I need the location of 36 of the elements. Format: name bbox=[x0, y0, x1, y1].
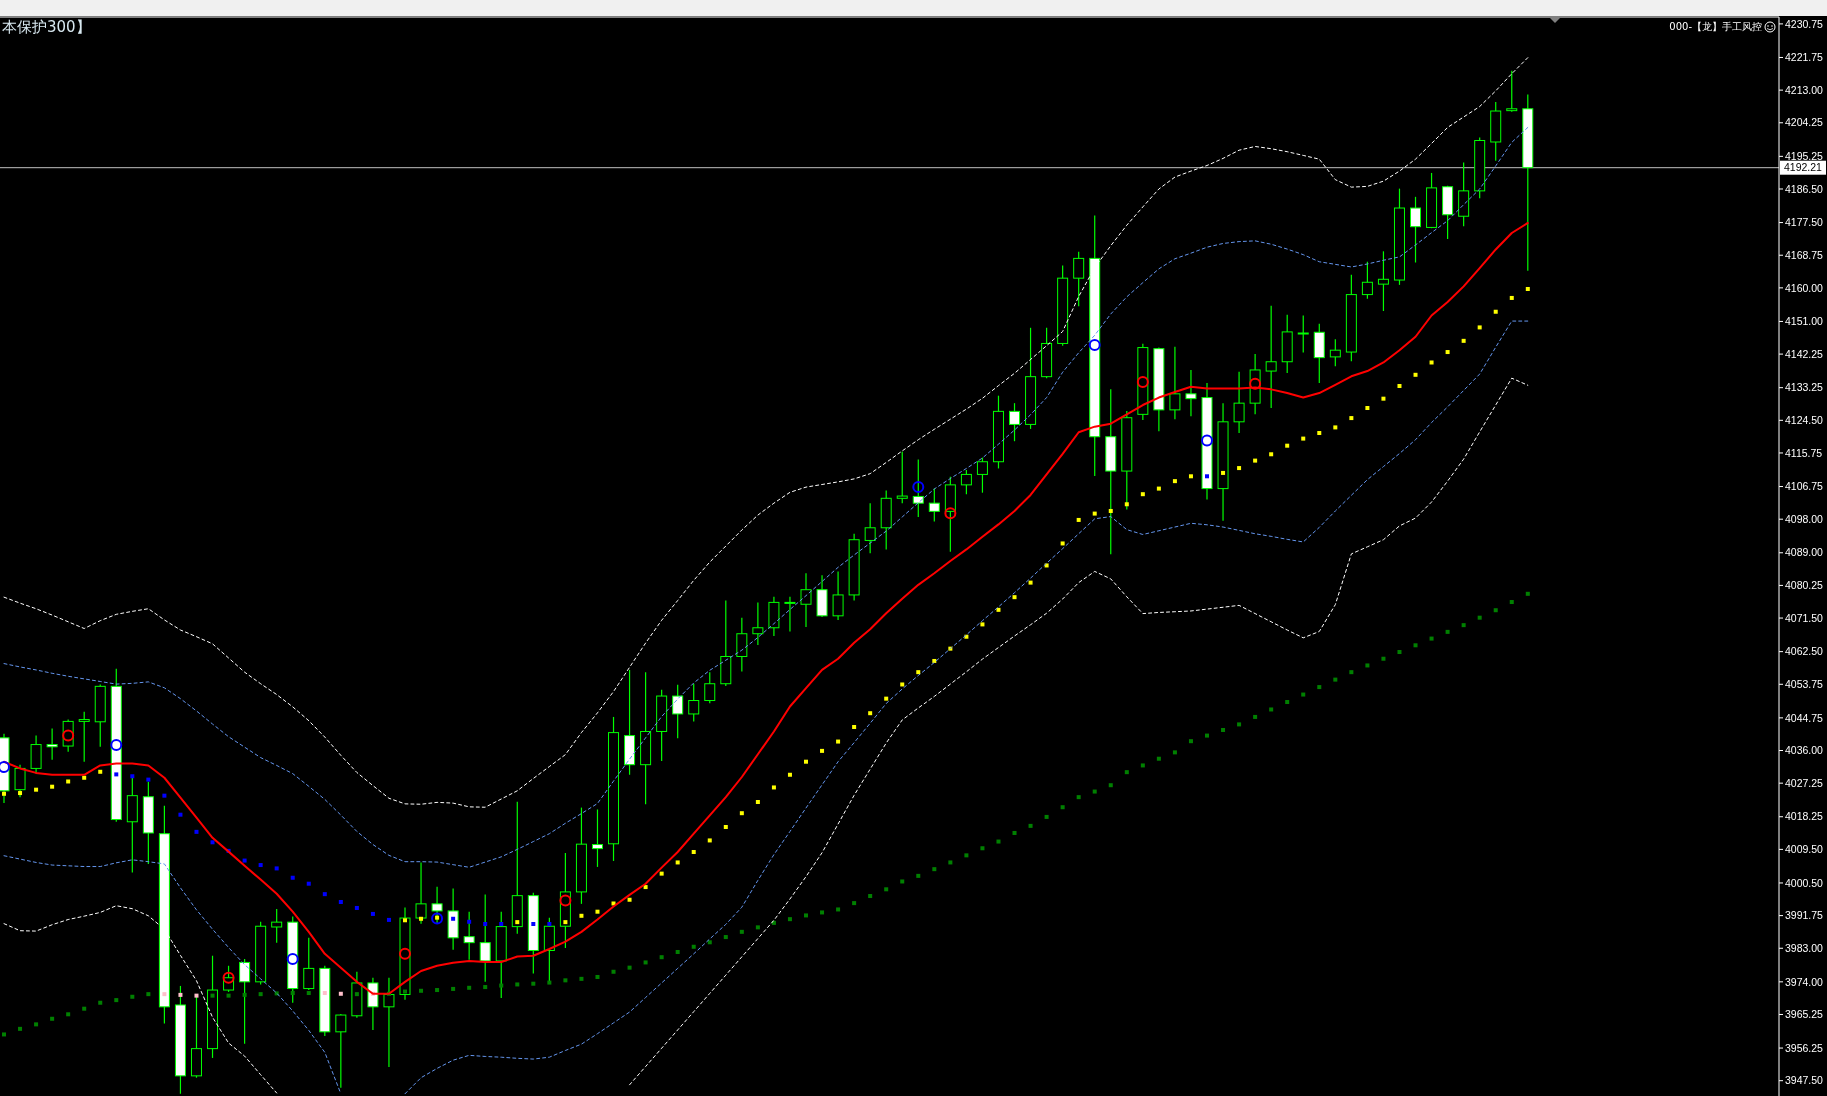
y-tick-label: 4115.75 bbox=[1785, 446, 1823, 459]
y-tick-label: 3965.25 bbox=[1785, 1008, 1824, 1021]
y-tick-label: 4036.00 bbox=[1785, 744, 1824, 757]
y-tick-label: 3991.75 bbox=[1785, 909, 1824, 922]
y-tick-label: 4160.00 bbox=[1785, 281, 1824, 294]
y-tick-label: 4089.00 bbox=[1785, 546, 1824, 559]
y-tick-label: 4044.75 bbox=[1785, 711, 1824, 724]
y-tick-label: 4177.50 bbox=[1785, 216, 1824, 229]
y-tick-label: 4062.50 bbox=[1785, 645, 1824, 658]
y-tick-label: 4106.75 bbox=[1785, 480, 1824, 493]
y-tick-label: 4230.75 bbox=[1785, 17, 1824, 30]
y-tick-label: 4071.50 bbox=[1785, 611, 1824, 624]
y-tick-label: 3983.00 bbox=[1785, 941, 1824, 954]
y-tick-label: 4142.25 bbox=[1785, 347, 1824, 360]
ref-line-label: 4192.21 bbox=[1784, 161, 1823, 174]
y-tick-label: 4080.25 bbox=[1785, 579, 1824, 592]
y-tick-label: 4221.75 bbox=[1785, 51, 1824, 64]
y-tick-label: 4124.50 bbox=[1785, 413, 1824, 426]
y-tick-label: 4204.25 bbox=[1785, 116, 1824, 129]
y-tick-label: 4009.50 bbox=[1785, 843, 1824, 856]
y-tick-label: 3956.25 bbox=[1785, 1041, 1824, 1054]
y-tick-label: 4213.00 bbox=[1785, 83, 1824, 96]
y-tick-label: 4098.00 bbox=[1785, 512, 1824, 525]
y-tick-label: 4000.50 bbox=[1785, 876, 1824, 889]
text: 000-【龙】手工风控 bbox=[1669, 21, 1762, 32]
y-tick-label: 4151.00 bbox=[1785, 315, 1824, 328]
y-tick-label: 4195.25 bbox=[1785, 150, 1824, 163]
y-tick-label: 4053.75 bbox=[1785, 677, 1824, 690]
y-tick-label: 4133.25 bbox=[1785, 381, 1824, 394]
y-tick-label: 4168.75 bbox=[1785, 248, 1824, 261]
y-tick-label: 4027.25 bbox=[1785, 776, 1824, 789]
y-tick-label: 3974.00 bbox=[1785, 975, 1824, 988]
y-tick-label: 4018.25 bbox=[1785, 810, 1824, 823]
y-tick-label: 4186.50 bbox=[1785, 182, 1824, 195]
chart-title: 本保护300】 bbox=[2, 18, 91, 36]
y-tick-label: 3947.50 bbox=[1785, 1074, 1824, 1087]
